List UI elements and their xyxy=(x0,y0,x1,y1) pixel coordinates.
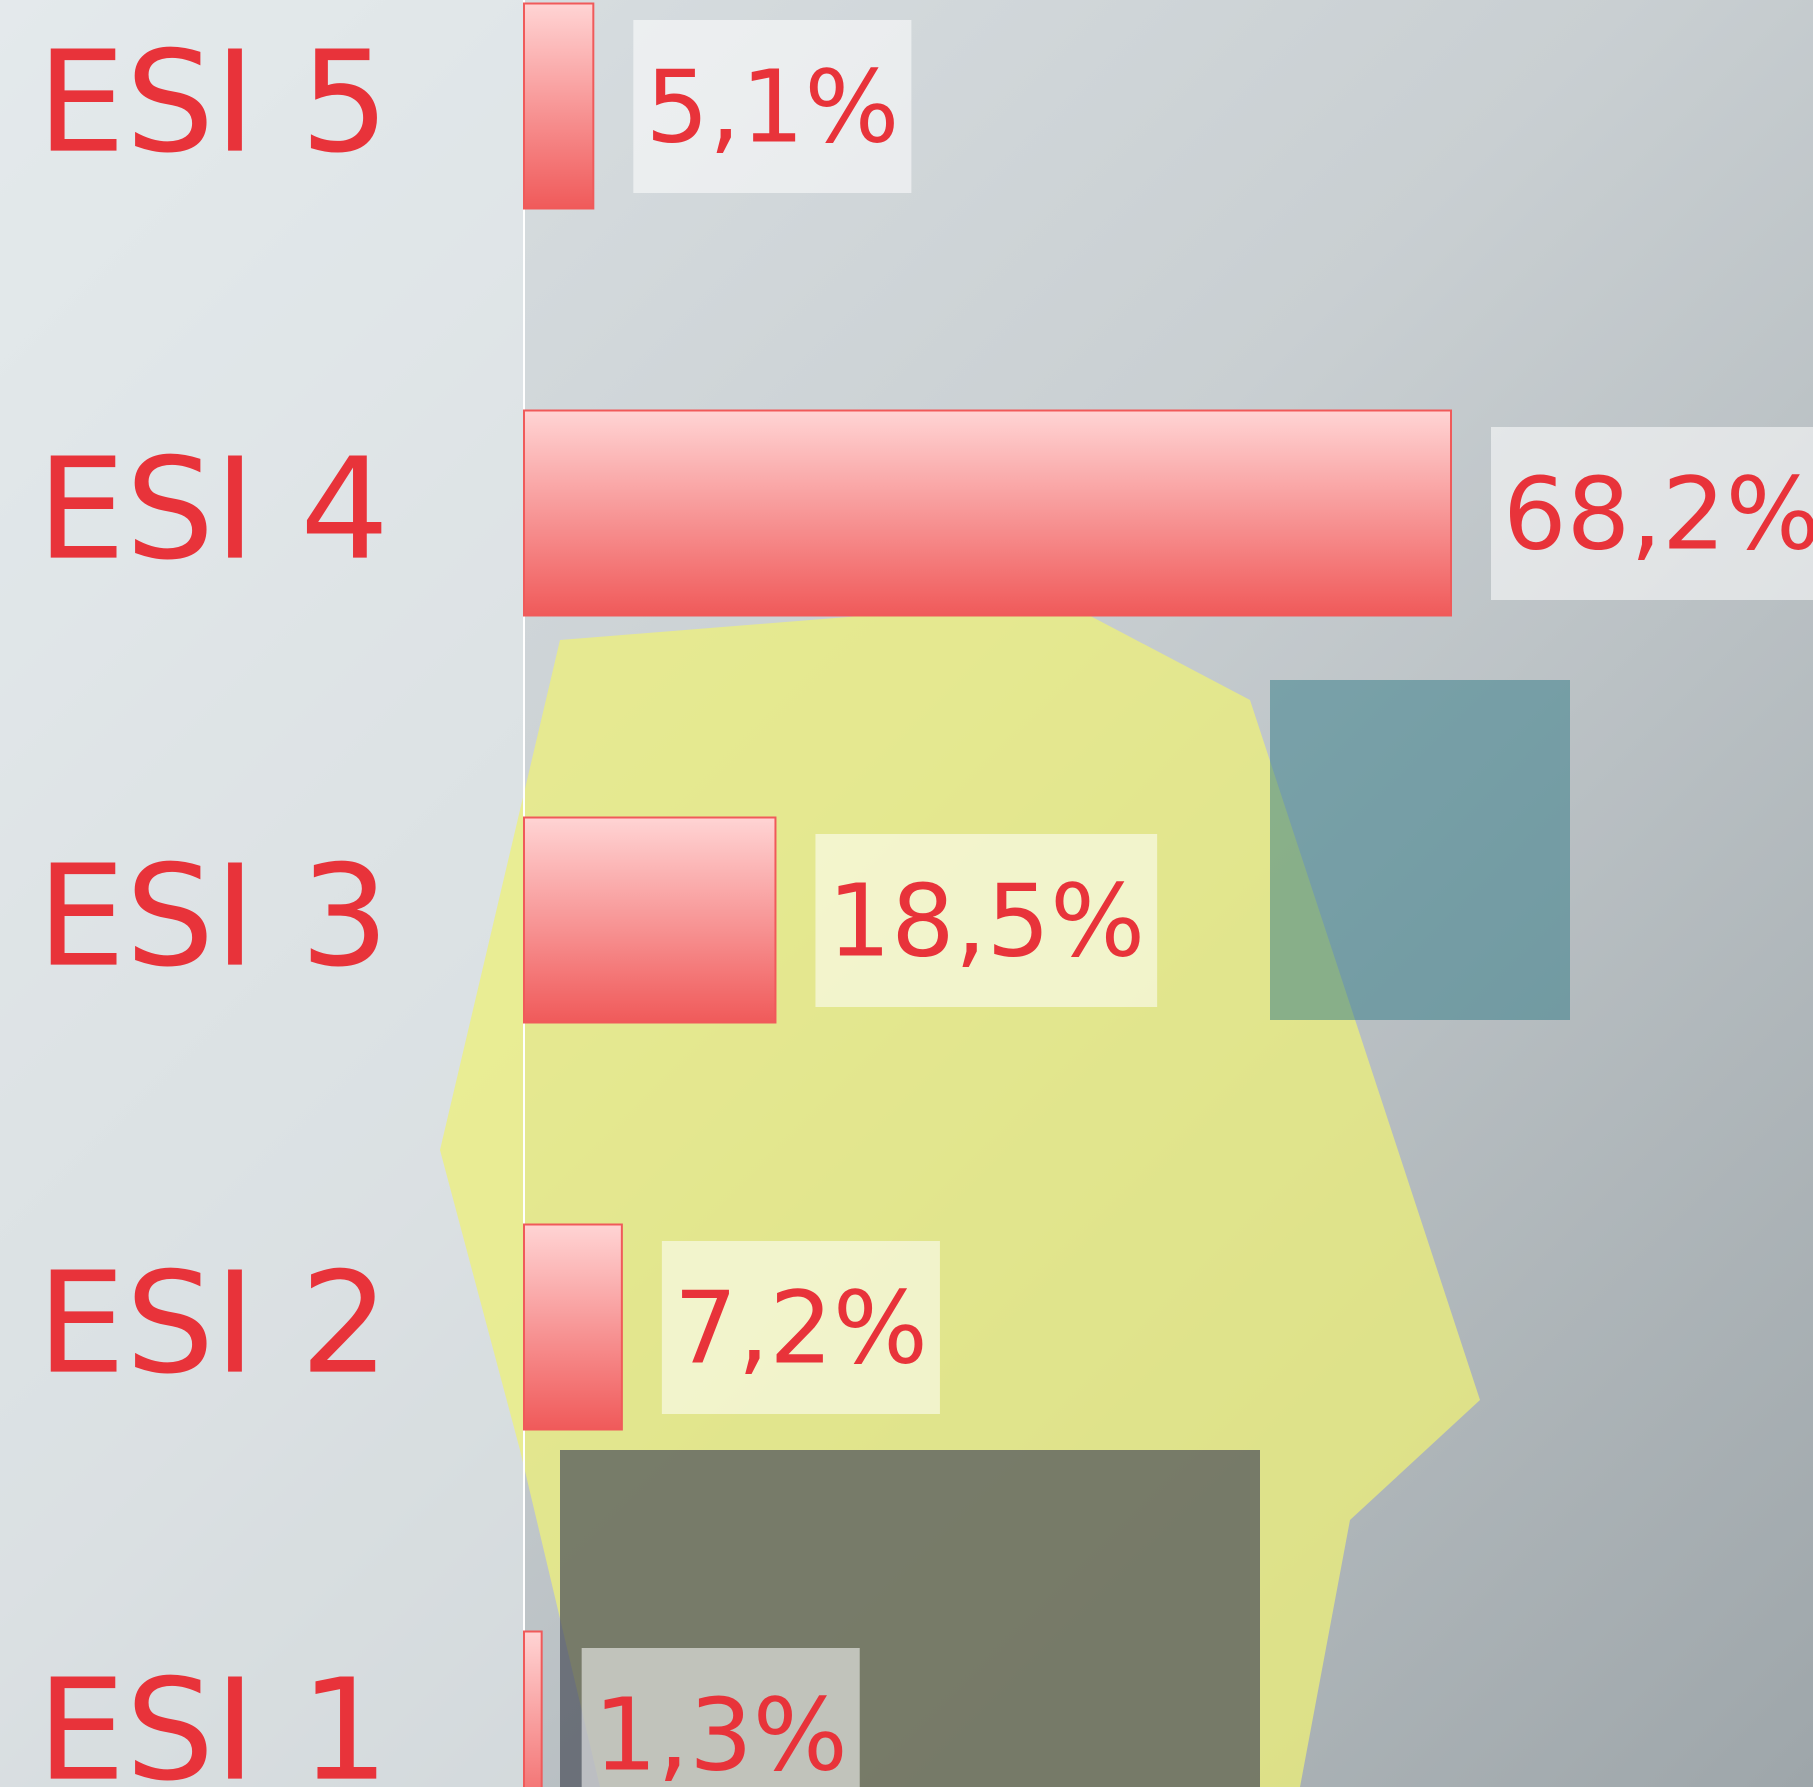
category-label: ESI 5 xyxy=(37,22,389,185)
bar xyxy=(524,1225,622,1430)
value-label: 7,2% xyxy=(674,1269,928,1386)
bar xyxy=(524,4,593,209)
value-label: 1,3% xyxy=(594,1676,848,1787)
chart: ESI 5 5,1% ESI 4 68,2% ESI 3 18,5% ESI 2 7,2% ES… xyxy=(0,0,1813,1787)
category-label: ESI 4 xyxy=(37,429,389,592)
category-label: ESI 1 xyxy=(37,1650,389,1787)
category-label: ESI 3 xyxy=(37,836,389,999)
value-label: 5,1% xyxy=(645,48,899,165)
bar xyxy=(524,818,775,1023)
bar xyxy=(524,1632,542,1787)
page: ESI 5 5,1% ESI 4 68,2% ESI 3 18,5% ESI 2 7,2% ES… xyxy=(0,0,1813,1787)
photo-person xyxy=(1270,680,1570,1020)
value-label: 68,2% xyxy=(1503,455,1813,572)
bar xyxy=(524,411,1451,616)
value-label: 18,5% xyxy=(827,862,1145,979)
category-label: ESI 2 xyxy=(37,1243,389,1406)
